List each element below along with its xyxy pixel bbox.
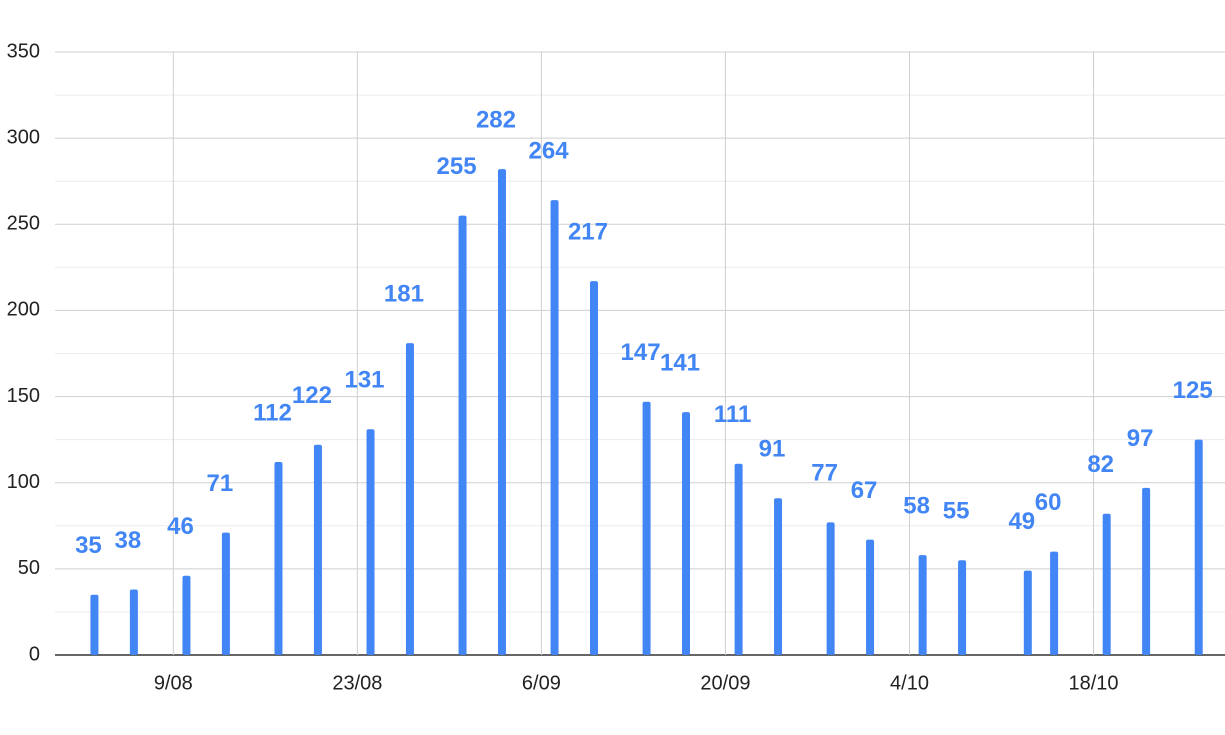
bar	[1050, 551, 1059, 655]
y-tick-label: 0	[29, 643, 40, 665]
value-label: 282	[476, 106, 516, 133]
bar	[90, 594, 99, 655]
value-label: 60	[1035, 489, 1062, 516]
y-tick-label: 350	[7, 40, 40, 62]
bar	[682, 412, 691, 655]
bar	[1102, 513, 1111, 655]
y-tick-label: 250	[7, 213, 40, 235]
bar	[918, 555, 927, 655]
y-tick-label: 200	[7, 299, 40, 321]
value-label: 67	[851, 477, 878, 504]
x-tick-label: 18/10	[1069, 672, 1119, 694]
x-tick-label: 6/09	[522, 672, 561, 694]
bar	[826, 522, 835, 655]
bar	[642, 401, 651, 655]
value-label: 147	[621, 339, 661, 366]
bar	[1194, 439, 1203, 655]
x-tick-label: 4/10	[890, 672, 929, 694]
x-tick-label: 20/09	[700, 672, 750, 694]
value-label: 55	[943, 498, 970, 525]
value-label: 141	[660, 349, 700, 376]
value-label: 35	[75, 532, 102, 559]
value-label: 58	[903, 492, 930, 519]
value-label: 49	[1008, 508, 1035, 535]
value-label: 91	[759, 436, 786, 463]
bar	[313, 444, 322, 655]
y-tick-label: 300	[7, 126, 40, 148]
value-label: 77	[811, 460, 838, 487]
bar	[274, 462, 283, 655]
bar	[866, 539, 875, 655]
bar	[458, 215, 467, 655]
value-label: 82	[1087, 451, 1114, 478]
value-label: 264	[529, 138, 570, 165]
value-label: 111	[714, 401, 751, 428]
bar	[1142, 487, 1151, 655]
value-label: 97	[1127, 425, 1154, 452]
value-label: 46	[167, 513, 194, 540]
value-label: 125	[1173, 377, 1213, 404]
bar	[221, 532, 230, 655]
value-label: 181	[384, 281, 424, 308]
y-tick-label: 50	[18, 557, 40, 579]
bar	[550, 200, 559, 655]
value-label: 217	[568, 218, 608, 245]
y-tick-label: 150	[7, 385, 40, 407]
bar	[182, 575, 191, 655]
value-label: 131	[344, 367, 384, 394]
y-tick-label: 100	[7, 471, 40, 493]
bar	[405, 343, 414, 655]
bar	[734, 463, 743, 655]
value-label: 38	[115, 527, 142, 554]
value-label: 112	[253, 399, 292, 426]
bar	[129, 589, 138, 655]
value-label: 255	[437, 153, 477, 180]
bar	[774, 498, 783, 655]
bar	[958, 560, 967, 655]
x-tick-label: 23/08	[332, 672, 382, 694]
bar	[589, 281, 598, 655]
x-tick-label: 9/08	[154, 672, 193, 694]
bar	[1023, 570, 1032, 655]
bar	[366, 429, 375, 655]
value-label: 122	[292, 382, 332, 409]
value-label: 71	[207, 470, 234, 497]
bar	[497, 169, 506, 655]
